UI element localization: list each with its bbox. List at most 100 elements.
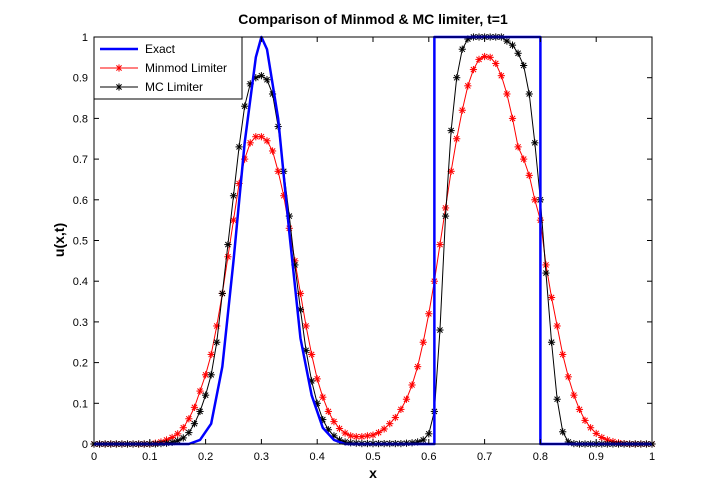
point-mc-limiter (453, 74, 461, 82)
legend: Exact Minmod Limiter MC Limiter (93, 36, 243, 100)
point-minmod-limiter (263, 137, 271, 145)
point-mc-limiter (218, 289, 226, 298)
point-minmod-limiter (397, 405, 405, 414)
point-mc-limiter (525, 90, 533, 98)
point-mc-limiter (458, 45, 466, 53)
ticks-layer: 0 0.1 0.2 0.3 0.4 0.5 0.6 0.7 0.8 0.9 1 0 0.1 0.2 0.3 0… (73, 32, 655, 463)
legend-star-mc (115, 83, 123, 91)
y-tick-label: 0.8 (73, 113, 88, 125)
axes-box (93, 36, 653, 445)
point-mc-limiter (447, 127, 455, 135)
point-mc-limiter (419, 436, 427, 444)
point-minmod-limiter (207, 350, 215, 359)
point-minmod-limiter (302, 322, 310, 330)
point-minmod-limiter (386, 420, 394, 428)
point-minmod-limiter (587, 424, 595, 432)
point-minmod-limiter (358, 433, 366, 441)
point-minmod-limiter (369, 431, 377, 439)
point-minmod-limiter (514, 143, 522, 151)
point-minmod-limiter (341, 429, 349, 437)
point-minmod-limiter (408, 381, 416, 389)
point-minmod-limiter (531, 196, 539, 204)
point-minmod-limiter (330, 418, 338, 426)
point-minmod-limiter (570, 391, 578, 399)
point-mc-limiter (553, 395, 561, 403)
legend-marker-mc (115, 83, 123, 91)
x-tick-label: 0.4 (310, 451, 325, 463)
x-tick-label: 0.3 (254, 451, 269, 463)
point-minmod-limiter (179, 424, 187, 432)
point-minmod-limiter (252, 133, 260, 141)
point-minmod-limiter (447, 167, 455, 175)
point-mc-limiter (235, 143, 243, 151)
point-minmod-limiter (402, 395, 411, 403)
y-tick-label: 0.6 (73, 195, 88, 207)
y-axis-label: u(x,t) (51, 223, 67, 257)
legend-entry-exact: Exact (100, 42, 176, 56)
point-mc-limiter (263, 76, 271, 84)
y-tick-label: 1 (82, 32, 88, 44)
point-mc-limiter (441, 212, 450, 220)
point-mc-limiter (241, 102, 249, 110)
point-minmod-limiter (592, 429, 600, 438)
point-minmod-limiter (525, 171, 533, 179)
point-minmod-limiter (453, 135, 461, 143)
line-exact (94, 35, 652, 446)
x-tick-label: 1 (649, 451, 655, 463)
point-mc-limiter (213, 338, 221, 346)
y-tick-label: 0.9 (73, 73, 88, 85)
y-tick-label: 0.5 (73, 236, 88, 248)
point-mc-limiter (542, 269, 550, 277)
point-mc-limiter (257, 72, 265, 80)
y-tick-label: 0.2 (73, 358, 88, 370)
point-mc-limiter (547, 338, 556, 346)
point-minmod-limiter (335, 424, 344, 433)
legend-entry-mc: MC Limiter (100, 80, 203, 94)
point-minmod-limiter (196, 387, 204, 395)
point-minmod-limiter (464, 82, 472, 90)
point-minmod-limiter (313, 375, 321, 383)
legend-entry-minmod: Minmod Limiter (100, 61, 227, 75)
x-tick-label: 0.8 (533, 451, 548, 463)
point-minmod-limiter (503, 90, 511, 98)
y-tick-label: 0.7 (73, 154, 88, 166)
legend-label-mc: MC Limiter (145, 80, 203, 94)
point-minmod-limiter (458, 106, 466, 114)
x-tick-label: 0.7 (477, 451, 492, 463)
point-minmod-limiter (185, 415, 193, 423)
legend-star-minmod (115, 64, 123, 72)
point-mc-limiter (425, 430, 433, 438)
point-minmod-limiter (481, 52, 489, 61)
point-minmod-limiter (224, 253, 232, 261)
point-minmod-limiter (425, 310, 433, 318)
point-minmod-limiter (581, 416, 589, 424)
point-minmod-limiter (559, 350, 567, 359)
point-mc-limiter (207, 371, 215, 379)
point-minmod-limiter (419, 338, 427, 346)
point-minmod-limiter (508, 114, 517, 122)
point-mc-limiter (514, 49, 522, 57)
x-tick-label: 0.2 (198, 451, 213, 463)
point-minmod-limiter (374, 429, 383, 437)
point-mc-limiter (503, 37, 511, 45)
x-tick-label: 0.9 (589, 451, 604, 463)
x-axis-label: x (369, 465, 377, 481)
point-mc-limiter (179, 434, 187, 442)
point-minmod-limiter (324, 407, 332, 416)
legend-label-minmod: Minmod Limiter (145, 61, 227, 75)
point-minmod-limiter (363, 432, 372, 440)
point-mc-limiter (508, 41, 517, 49)
point-mc-limiter (436, 326, 444, 334)
point-minmod-limiter (492, 59, 500, 68)
x-tick-label: 0.5 (365, 451, 380, 463)
point-minmod-limiter (547, 293, 556, 302)
point-minmod-limiter (190, 403, 199, 411)
point-minmod-limiter (274, 167, 282, 175)
point-minmod-limiter (469, 65, 478, 74)
point-minmod-limiter (257, 133, 265, 141)
point-mc-limiter (559, 428, 567, 436)
point-mc-limiter (185, 429, 193, 437)
point-mc-limiter (196, 407, 204, 416)
y-tick-label: 0 (82, 439, 88, 451)
